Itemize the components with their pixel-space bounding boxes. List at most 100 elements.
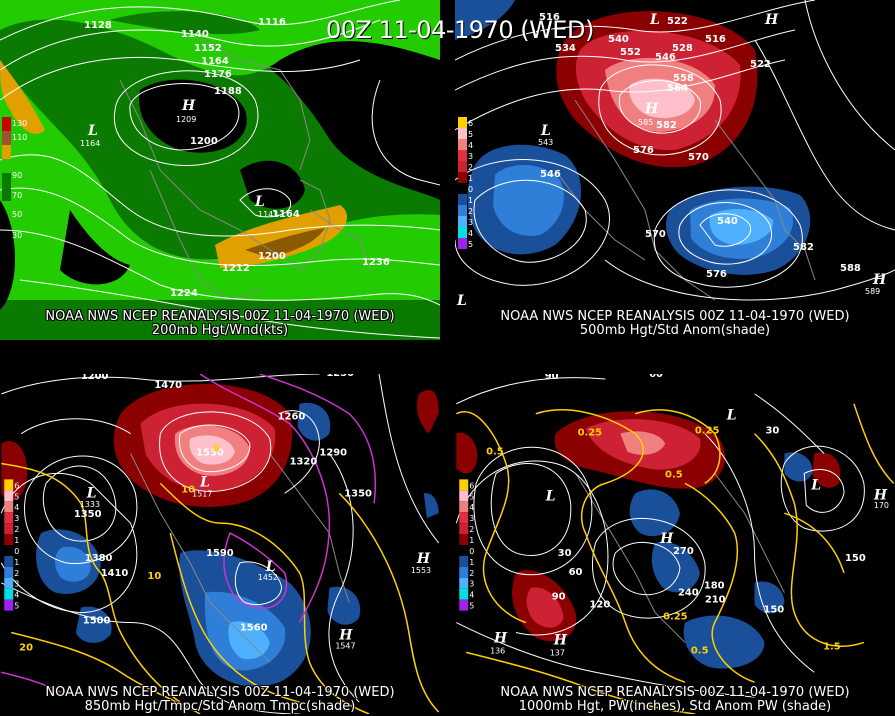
pw-label: 0.5 bbox=[691, 645, 709, 656]
map-850mb: 1200 1230 1290 1320 1350 1380 1410 1500 … bbox=[0, 374, 440, 714]
contour-label: 1164 bbox=[272, 209, 300, 220]
panel-500mb-height-anomaly: 516 522 534 540 552 528 546 558 564 582 … bbox=[455, 0, 895, 340]
svg-text:2: 2 bbox=[14, 525, 19, 534]
contour-label: 60 bbox=[569, 567, 583, 578]
low-center: L bbox=[86, 485, 97, 501]
anomaly-legend: 6 5 4 3 2 1 0 1 2 3 4 5 bbox=[458, 117, 473, 249]
svg-text:0: 0 bbox=[468, 185, 473, 194]
temp-label: 0 bbox=[213, 444, 220, 455]
svg-text:4: 4 bbox=[469, 503, 474, 512]
pw-label: 0.25 bbox=[663, 612, 688, 623]
contour-label: 60 bbox=[649, 374, 663, 380]
svg-text:1: 1 bbox=[14, 536, 19, 545]
contour-label: 210 bbox=[705, 595, 726, 606]
contour-label: 1530 bbox=[196, 448, 224, 459]
contour-label: 240 bbox=[678, 588, 699, 599]
high-center: H bbox=[764, 12, 779, 28]
svg-text:4: 4 bbox=[468, 229, 473, 238]
center-value: 543 bbox=[538, 138, 553, 147]
svg-text:4: 4 bbox=[468, 141, 473, 150]
svg-text:1: 1 bbox=[14, 558, 19, 567]
temp-label: 10 bbox=[181, 484, 195, 495]
svg-text:3: 3 bbox=[468, 152, 473, 161]
temp-label: 20 bbox=[19, 642, 33, 653]
high-center: H bbox=[338, 627, 353, 643]
contour-label: 150 bbox=[845, 553, 866, 564]
contour-label: 1224 bbox=[170, 288, 198, 299]
contour-label: 1590 bbox=[206, 548, 234, 559]
high-center: H bbox=[644, 101, 659, 117]
low-center: L bbox=[649, 12, 660, 28]
svg-text:6: 6 bbox=[468, 119, 473, 128]
center-value: 1209 bbox=[176, 115, 196, 124]
svg-text:4: 4 bbox=[469, 591, 474, 600]
contour-label: 270 bbox=[673, 546, 694, 557]
pw-label: 1.5 bbox=[823, 641, 841, 652]
map-200mb: 1128 1116 1140 1152 1164 1176 1188 1200 … bbox=[0, 0, 440, 340]
center-value: 170 bbox=[874, 501, 889, 510]
contour-label: 570 bbox=[645, 229, 666, 240]
panel-caption-field: 500mb Hgt/Std Anom(shade) bbox=[579, 323, 771, 338]
svg-text:5: 5 bbox=[468, 240, 473, 249]
panel-caption-source: NOAA NWS NCEP REANALYSIS 00Z 11-04-1970 … bbox=[45, 309, 395, 324]
low-center: L bbox=[540, 123, 551, 139]
low-center: L bbox=[265, 559, 276, 575]
high-center: H bbox=[416, 551, 431, 567]
svg-text:2: 2 bbox=[468, 163, 473, 172]
panel-caption-source: NOAA NWS NCEP REANALYSIS 00Z 11-04-1970 … bbox=[500, 685, 850, 700]
contour-label: 546 bbox=[655, 52, 676, 63]
panel-850mb-height-temp: 1200 1230 1290 1320 1350 1380 1410 1500 … bbox=[0, 374, 440, 716]
contour-label: 90 bbox=[552, 592, 566, 603]
contour-label: 576 bbox=[633, 145, 654, 156]
map-500mb: 516 522 534 540 552 528 546 558 564 582 … bbox=[455, 0, 895, 340]
contour-label: 30 bbox=[558, 548, 572, 559]
svg-text:130: 130 bbox=[12, 119, 27, 128]
panel-caption-field: 1000mb Hgt, PW(inches), Std Anom PW (sha… bbox=[518, 699, 832, 714]
svg-text:2: 2 bbox=[14, 569, 19, 578]
contour-label: 1236 bbox=[362, 257, 390, 268]
contour-label: 582 bbox=[793, 242, 814, 253]
pw-label: 0.25 bbox=[695, 426, 720, 437]
center-value: 1547 bbox=[335, 641, 355, 650]
contour-label: 1200 bbox=[190, 136, 218, 147]
contour-label: 1140 bbox=[181, 29, 209, 40]
svg-text:2: 2 bbox=[469, 525, 474, 534]
contour-label: 1260 bbox=[278, 412, 306, 423]
low-center: L bbox=[199, 474, 210, 490]
contour-label: 1350 bbox=[74, 509, 102, 520]
contour-label: 522 bbox=[750, 59, 771, 70]
svg-text:3: 3 bbox=[14, 580, 19, 589]
high-center: H bbox=[872, 272, 887, 288]
svg-text:3: 3 bbox=[469, 580, 474, 589]
map-1000mb: 90 60 30 0.5 0.25 0.25 0.5 120 90 60 30 … bbox=[455, 374, 895, 714]
contour-label: 516 bbox=[705, 34, 726, 45]
svg-text:1: 1 bbox=[469, 536, 474, 545]
high-center: H bbox=[659, 531, 674, 547]
contour-label: 1560 bbox=[240, 622, 268, 633]
anomaly-legend: 6 5 4 3 2 1 0 1 2 3 4 5 bbox=[459, 479, 474, 611]
center-value: 589 bbox=[865, 287, 880, 296]
contour-label: 516 bbox=[539, 12, 560, 23]
panel-caption-source: NOAA NWS NCEP REANALYSIS 00Z 11-04-1970 … bbox=[45, 685, 395, 700]
contour-label: 150 bbox=[763, 605, 784, 616]
contour-label: 558 bbox=[673, 73, 694, 84]
svg-text:2: 2 bbox=[469, 569, 474, 578]
center-value: 1143 bbox=[258, 210, 278, 219]
contour-label: 522 bbox=[667, 16, 688, 27]
contour-label: 180 bbox=[704, 581, 725, 592]
low-center: L bbox=[254, 194, 265, 210]
contour-label: 552 bbox=[620, 47, 641, 58]
low-center: L bbox=[456, 293, 467, 309]
svg-text:50: 50 bbox=[12, 210, 22, 219]
svg-text:0: 0 bbox=[469, 547, 474, 556]
contour-label: 540 bbox=[717, 216, 738, 227]
svg-text:4: 4 bbox=[14, 591, 19, 600]
wind-legend: 130 110 90 70 50 30 bbox=[2, 117, 27, 240]
center-value: 1517 bbox=[192, 489, 212, 498]
contour-label: 1116 bbox=[258, 17, 286, 28]
svg-text:5: 5 bbox=[468, 130, 473, 139]
main-title: 00Z 11-04-1970 (WED) bbox=[326, 16, 594, 44]
svg-text:3: 3 bbox=[469, 514, 474, 523]
panel-caption-field: 850mb Hgt/Tmpc/Std Anom Tmpc(shade) bbox=[84, 699, 356, 714]
low-center: L bbox=[545, 488, 556, 504]
